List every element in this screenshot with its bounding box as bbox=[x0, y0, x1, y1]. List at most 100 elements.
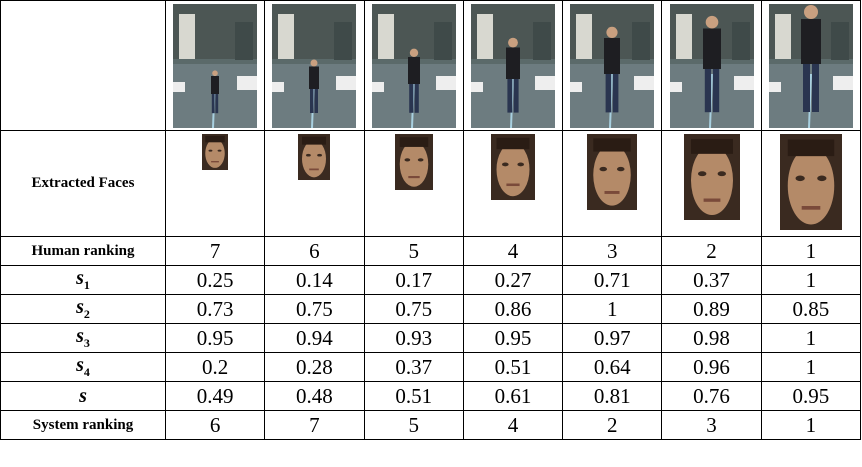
frame-image bbox=[173, 3, 258, 128]
value-cell: 7 bbox=[264, 410, 365, 440]
value-cell: 1 bbox=[760, 352, 862, 382]
value-cell: 0.37 bbox=[661, 265, 762, 295]
face-cell bbox=[661, 130, 762, 237]
face-image bbox=[202, 134, 229, 170]
data-row: s2 0.73 0.75 0.75 0.86 1 0.89 0.85 bbox=[0, 294, 862, 324]
row-label: s1 bbox=[0, 265, 166, 295]
value-cell: 0.71 bbox=[562, 265, 663, 295]
data-row: Human ranking 7 6 5 4 3 2 1 bbox=[0, 236, 862, 266]
value-cell: 0.27 bbox=[462, 265, 564, 295]
face-cell bbox=[562, 130, 663, 237]
result-table: Extracted Faces Human ranking 7 6 5 4 3 2 1 s1 0.… bbox=[0, 0, 862, 440]
value-cell: 0.37 bbox=[363, 352, 464, 382]
face-cell bbox=[264, 130, 365, 237]
value-cell: 1 bbox=[760, 236, 862, 266]
value-cell: 0.97 bbox=[562, 323, 663, 353]
value-cell: 0.98 bbox=[661, 323, 762, 353]
value-cell: 5 bbox=[363, 236, 464, 266]
frame-cell bbox=[760, 0, 862, 131]
value-cell: 4 bbox=[462, 410, 564, 440]
empty-cell bbox=[0, 0, 166, 131]
value-cell: 0.94 bbox=[264, 323, 365, 353]
data-row: s 0.49 0.48 0.51 0.61 0.81 0.76 0.95 bbox=[0, 381, 862, 411]
frame-image bbox=[470, 3, 555, 128]
value-cell: 2 bbox=[661, 236, 762, 266]
face-image bbox=[490, 134, 535, 200]
value-cell: 3 bbox=[661, 410, 762, 440]
face-row: Extracted Faces bbox=[0, 130, 862, 237]
value-cell: 1 bbox=[760, 323, 862, 353]
face-image bbox=[298, 134, 331, 180]
symbol: s bbox=[76, 296, 84, 318]
value-cell: 0.81 bbox=[562, 381, 663, 411]
value-cell: 0.64 bbox=[562, 352, 663, 382]
value-cell: 0.25 bbox=[164, 265, 266, 295]
value-cell: 7 bbox=[164, 236, 266, 266]
face-image bbox=[683, 134, 740, 220]
value-cell: 1 bbox=[760, 265, 862, 295]
value-cell: 0.73 bbox=[164, 294, 266, 324]
subscript: 3 bbox=[83, 336, 90, 350]
value-cell: 0.96 bbox=[661, 352, 762, 382]
value-cell: 0.75 bbox=[363, 294, 464, 324]
value-cell: 0.14 bbox=[264, 265, 365, 295]
value-cell: 0.76 bbox=[661, 381, 762, 411]
frame-cell bbox=[264, 0, 365, 131]
value-cell: 2 bbox=[562, 410, 663, 440]
row-label: Human ranking bbox=[0, 236, 166, 266]
face-cell bbox=[760, 130, 862, 237]
value-cell: 6 bbox=[164, 410, 266, 440]
data-row: s3 0.95 0.94 0.93 0.95 0.97 0.98 1 bbox=[0, 323, 862, 353]
value-cell: 0.75 bbox=[264, 294, 365, 324]
face-cell bbox=[164, 130, 266, 237]
face-image bbox=[394, 134, 433, 190]
row-label: s3 bbox=[0, 323, 166, 353]
symbol: s bbox=[76, 354, 84, 376]
value-cell: 1 bbox=[760, 410, 862, 440]
value-cell: 0.2 bbox=[164, 352, 266, 382]
value-cell: 0.95 bbox=[760, 381, 862, 411]
frame-cell bbox=[363, 0, 464, 131]
frame-image bbox=[371, 3, 456, 128]
frame-cell bbox=[462, 0, 564, 131]
value-cell: 0.95 bbox=[164, 323, 266, 353]
frame-image bbox=[669, 3, 754, 128]
value-cell: 0.93 bbox=[363, 323, 464, 353]
subscript: 1 bbox=[83, 278, 90, 292]
subscript: 4 bbox=[83, 365, 90, 379]
frame-cell bbox=[164, 0, 266, 131]
value-cell: 0.61 bbox=[462, 381, 564, 411]
subscript: 2 bbox=[83, 307, 90, 321]
frame-image bbox=[570, 3, 655, 128]
symbol: s bbox=[76, 267, 84, 289]
value-cell: 0.28 bbox=[264, 352, 365, 382]
frame-image bbox=[272, 3, 357, 128]
frame-cell bbox=[661, 0, 762, 131]
row-label: s bbox=[0, 381, 166, 411]
row-label: s4 bbox=[0, 352, 166, 382]
value-cell: 0.89 bbox=[661, 294, 762, 324]
value-cell: 1 bbox=[562, 294, 663, 324]
value-cell: 0.17 bbox=[363, 265, 464, 295]
value-cell: 0.51 bbox=[462, 352, 564, 382]
data-row: System ranking 6 7 5 4 2 3 1 bbox=[0, 410, 862, 440]
data-row: s1 0.25 0.14 0.17 0.27 0.71 0.37 1 bbox=[0, 265, 862, 295]
row-label: Extracted Faces bbox=[0, 130, 166, 237]
face-cell bbox=[462, 130, 564, 237]
frame-image bbox=[768, 3, 853, 128]
frame-cell bbox=[562, 0, 663, 131]
symbol: s bbox=[76, 325, 84, 347]
value-cell: 3 bbox=[562, 236, 663, 266]
symbol: s bbox=[79, 384, 87, 407]
data-row: s4 0.2 0.28 0.37 0.51 0.64 0.96 1 bbox=[0, 352, 862, 382]
row-label: System ranking bbox=[0, 410, 166, 440]
value-cell: 0.49 bbox=[164, 381, 266, 411]
value-cell: 0.85 bbox=[760, 294, 862, 324]
row-label: s2 bbox=[0, 294, 166, 324]
value-cell: 0.51 bbox=[363, 381, 464, 411]
face-image bbox=[587, 134, 638, 210]
value-cell: 5 bbox=[363, 410, 464, 440]
value-cell: 4 bbox=[462, 236, 564, 266]
face-image bbox=[779, 134, 842, 230]
value-cell: 0.95 bbox=[462, 323, 564, 353]
